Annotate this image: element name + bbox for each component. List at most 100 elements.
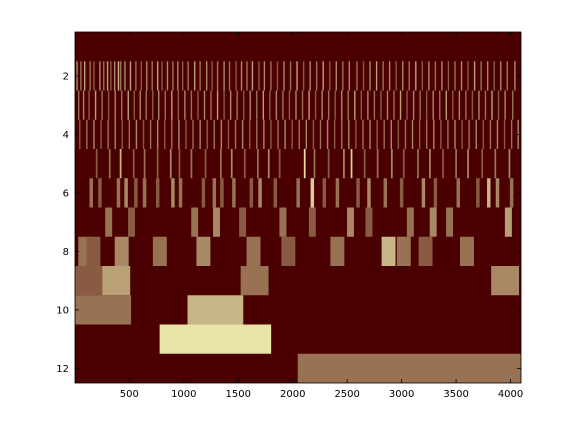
heatmap-cell-row-2: [187, 61, 189, 91]
heatmap-cell-row-5: [455, 149, 457, 179]
heatmap-cell-row-9: [102, 266, 131, 296]
heatmap-cell-row-2: [124, 61, 126, 91]
heatmap-cell-row-4: [171, 119, 173, 149]
heatmap-cell-row-3: [432, 90, 434, 120]
heatmap-cell-row-6: [383, 178, 388, 208]
heatmap-cell-row-2: [276, 61, 279, 91]
heatmap-cell-row-2: [506, 61, 508, 91]
heatmap-cell-row-3: [82, 90, 85, 120]
heatmap-cell-row-7: [279, 207, 287, 237]
heatmap-cell-row-2: [270, 61, 272, 91]
heatmap-cell-row-2: [110, 61, 112, 91]
x-axis: 500 1000 1500 2000 2500 3000 3500 4000: [120, 32, 523, 400]
heatmap-cell-row-4: [326, 119, 329, 149]
heatmap-cell-row-2: [395, 61, 397, 91]
heatmap-cell-row-4: [390, 119, 392, 149]
heatmap-cell-row-4: [114, 119, 116, 149]
heatmap-cell-row-6: [178, 178, 183, 208]
heatmap-cell-row-9: [75, 266, 103, 296]
heatmap-cell-row-7: [429, 207, 437, 237]
heatmap-cell-row-2: [205, 61, 208, 91]
heatmap-cell-row-3: [94, 90, 97, 120]
heatmap-cell-row-6: [367, 178, 371, 208]
heatmap-cell-row-3: [262, 90, 265, 120]
heatmap-cell-row-3: [236, 90, 238, 120]
heatmap-cell-row-7: [406, 207, 414, 237]
heatmap-cell-row-2: [146, 61, 148, 91]
heatmap-cell-row-6: [399, 178, 404, 208]
heatmap-cell-row-4: [220, 119, 223, 149]
heatmap-cell-row-6: [476, 178, 480, 208]
heatmap-cell-row-4: [185, 119, 187, 149]
heatmap-cell-row-5: [143, 149, 146, 179]
heatmap-cell-row-4: [468, 119, 470, 149]
heatmap-cell-row-4: [270, 119, 272, 149]
heatmap-cell-row-6: [296, 178, 300, 208]
heatmap-cell-row-3: [393, 90, 395, 120]
heatmap-cell-row-8: [281, 236, 296, 266]
heatmap-cell-row-2: [80, 61, 82, 91]
heatmap-cell-row-4: [284, 119, 286, 149]
heatmap-cell-row-2: [177, 61, 179, 91]
heatmap-cell-row-3: [229, 90, 232, 120]
heatmap-cell-row-4: [256, 119, 258, 149]
heatmap-cell-row-2: [362, 61, 365, 91]
heatmap-cell-row-6: [310, 178, 315, 208]
heatmap-cell-row-9: [491, 266, 520, 296]
heatmap-cell-row-4: [164, 119, 166, 149]
heatmap-cell-row-2: [500, 61, 502, 91]
heatmap-cell-row-6: [116, 178, 121, 208]
heatmap-cell-row-2: [113, 61, 116, 91]
heatmap-cell-row-2: [428, 61, 430, 91]
heatmap-cell-row-3: [121, 90, 123, 120]
heatmap-cell-row-6: [142, 178, 147, 208]
heatmap-cell-row-4: [333, 119, 336, 149]
heatmap-cell-row-5: [278, 149, 281, 179]
heatmap-cell-row-6: [171, 178, 175, 208]
heatmap-cell-row-3: [177, 90, 180, 120]
heatmap-cell-row-5: [494, 149, 497, 179]
heatmap-cell-row-6: [433, 178, 438, 208]
heatmap-cell-row-2: [223, 61, 225, 91]
heatmap-cell-row-4: [418, 119, 421, 149]
heatmap-cell-row-5: [267, 149, 270, 179]
heatmap-cell-row-10: [75, 295, 132, 325]
heatmap-cell-row-5: [467, 149, 469, 179]
heatmap-cell-row-4: [440, 119, 442, 149]
heatmap-cell-row-2: [408, 61, 410, 91]
heatmap-cell-row-3: [145, 90, 147, 120]
heatmap-cell-row-3: [504, 90, 506, 120]
heatmap-cell-row-3: [127, 90, 129, 120]
heatmap-cell-row-2: [375, 61, 378, 91]
heatmap-cell-row-5: [481, 149, 484, 179]
heatmap-cell-row-6: [124, 178, 128, 208]
heatmap-cell-row-4: [277, 119, 279, 149]
heatmap-cell-row-3: [269, 90, 271, 120]
heatmap-cell-row-4: [383, 119, 385, 149]
heatmap-cell-row-2: [117, 61, 120, 91]
heatmap-cell-row-4: [121, 119, 123, 149]
heatmap-cell-row-3: [341, 90, 343, 120]
heatmap-cell-row-7: [128, 207, 136, 237]
heatmap-cell-row-3: [425, 90, 428, 120]
heatmap-cell-row-3: [101, 90, 103, 120]
heatmap-cell-row-4: [433, 119, 435, 149]
heatmap-cell-row-3: [171, 90, 173, 120]
heatmap-cell-row-3: [288, 90, 291, 120]
heatmap-cell-row-10: [187, 295, 244, 325]
heatmap-cell-row-3: [314, 90, 317, 120]
heatmap-cell-row-5: [95, 149, 98, 179]
heatmap-cell-row-3: [78, 90, 80, 120]
y-tick-label: 8: [63, 247, 69, 258]
heatmap-cell-row-2: [447, 61, 450, 91]
heatmap-cell-row-3: [216, 90, 219, 120]
heatmap-cell-row-5: [327, 149, 330, 179]
heatmap-cell-row-5: [442, 149, 444, 179]
heatmap-cell-row-2: [493, 61, 495, 91]
heatmap-cell-row-4: [447, 119, 449, 149]
heatmap-cell-row-3: [295, 90, 297, 120]
heatmap-cell-row-4: [156, 119, 159, 149]
heatmap-cell-row-2: [228, 61, 231, 91]
heatmap-cell-row-4: [376, 119, 378, 149]
heatmap-cell-row-4: [454, 119, 456, 149]
